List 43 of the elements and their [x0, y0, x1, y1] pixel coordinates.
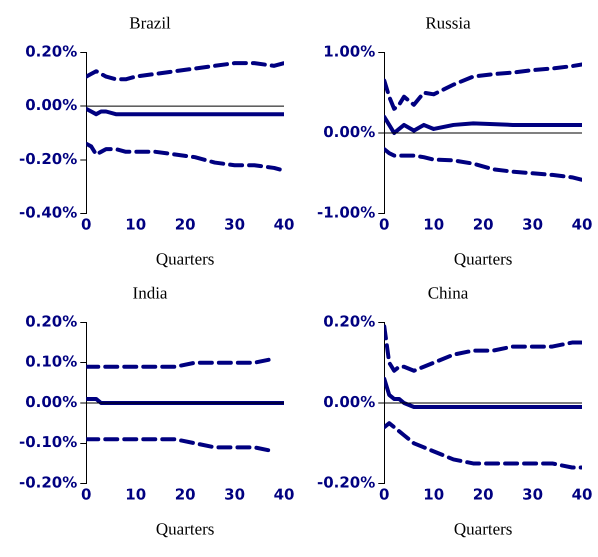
x-tick-label: 10 [423, 485, 444, 504]
chart-title: India [132, 284, 168, 303]
x-axis-title: Quarters [454, 249, 512, 268]
y-tick-label: 0.00% [323, 122, 376, 141]
x-tick-label: 40 [572, 215, 592, 234]
chart-title: Brazil [129, 14, 172, 33]
y-tick-label: -0.10% [19, 433, 78, 452]
x-tick-label: 0 [81, 215, 92, 234]
x-tick-label: 30 [522, 485, 544, 504]
y-tick-label: -1.00% [317, 203, 376, 222]
y-tick-label: 0.20% [25, 42, 78, 60]
x-tick-label: 20 [472, 485, 494, 504]
x-tick-label: 0 [379, 215, 390, 234]
x-tick-label: 10 [125, 215, 146, 234]
y-tick-label: -0.40% [19, 203, 78, 222]
x-tick-label: 10 [125, 485, 146, 504]
y-tick-label: 0.00% [323, 392, 376, 411]
x-tick-label: 30 [522, 215, 544, 234]
x-tick-label: 20 [472, 215, 494, 234]
y-tick-label: 0.00% [25, 96, 78, 114]
x-tick-label: 40 [274, 215, 294, 234]
x-tick-label: 0 [379, 485, 390, 504]
chart-title: Russia [425, 14, 472, 33]
x-tick-label: 20 [174, 485, 196, 504]
x-tick-label: 20 [174, 215, 196, 234]
chart-title: China [428, 284, 469, 303]
y-tick-label: 1.00% [323, 42, 376, 60]
x-tick-label: 10 [423, 215, 444, 234]
x-axis-title: Quarters [156, 519, 214, 538]
x-axis-title: Quarters [454, 519, 512, 538]
x-tick-label: 30 [224, 485, 246, 504]
y-tick-label: 0.20% [323, 312, 376, 330]
y-tick-label: 0.00% [25, 392, 78, 411]
y-tick-label: -0.20% [317, 473, 376, 492]
x-axis-title: Quarters [156, 249, 214, 268]
x-tick-label: 40 [274, 485, 294, 504]
x-tick-label: 0 [81, 485, 92, 504]
y-tick-label: -0.20% [19, 473, 78, 492]
y-tick-label: 0.20% [25, 312, 78, 330]
y-tick-label: 0.10% [25, 352, 78, 371]
x-tick-label: 30 [224, 215, 246, 234]
x-tick-label: 40 [572, 485, 592, 504]
y-tick-label: -0.20% [19, 150, 78, 168]
